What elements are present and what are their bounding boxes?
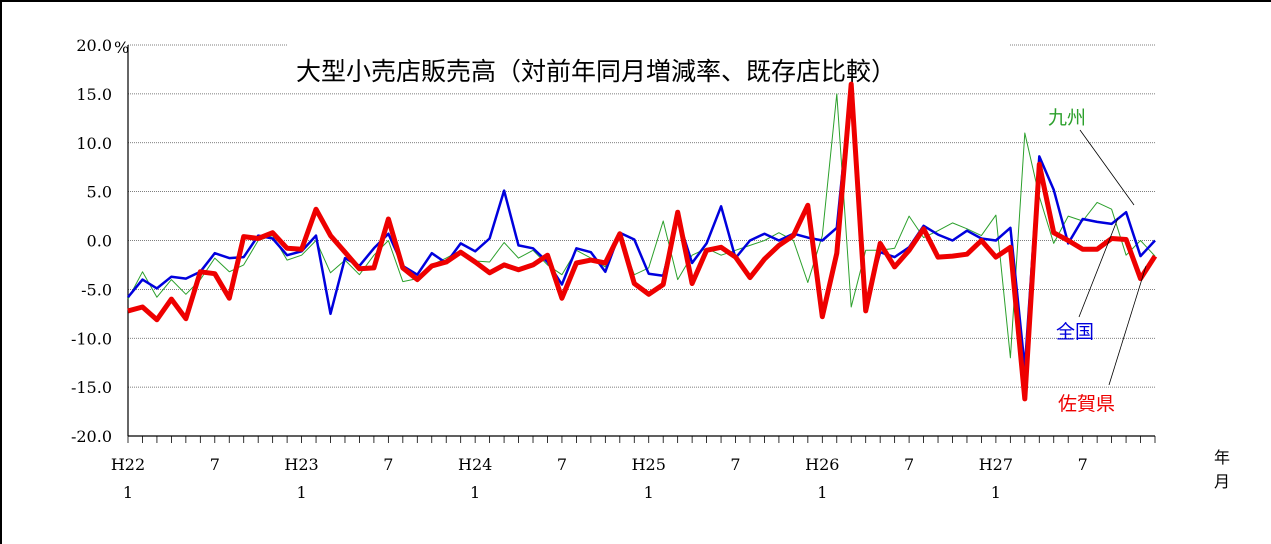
x-tick-sublabel: 1 [644, 483, 654, 502]
y-tick-label: -10.0 [71, 329, 112, 348]
x-tick-label: H27 [979, 455, 1013, 474]
y-tick-label: 20.0 [76, 36, 112, 55]
y-tick-label: 15.0 [76, 85, 112, 104]
x-tick-label: 7 [1078, 455, 1088, 474]
y-tick-label: -20.0 [71, 427, 112, 446]
x-tick-sublabel: 1 [991, 483, 1001, 502]
x-tick-label: H25 [632, 455, 666, 474]
chart-title: 大型小売店販売高（対前年同月増減率、既存店比較） [296, 57, 896, 86]
y-tick-label: 10.0 [76, 134, 112, 153]
x-tick-label: H22 [111, 455, 145, 474]
x-tick-label: 7 [730, 455, 740, 474]
x-tick-sublabel: 1 [817, 483, 827, 502]
y-tick-label: -5.0 [81, 280, 112, 299]
series-line [127, 81, 1158, 402]
label-leader-line [1079, 129, 1135, 206]
label-leader-line [1108, 265, 1147, 386]
series-label: 九州 [1048, 107, 1086, 129]
y-tick-label: 0.0 [87, 232, 112, 251]
x-tick-label: H23 [284, 455, 318, 474]
x-tick-sublabel: 1 [123, 483, 133, 502]
x-tick-label: H24 [458, 455, 492, 474]
x-tick-sublabel: 1 [470, 483, 480, 502]
series-label: 全国 [1056, 321, 1094, 343]
series-line [127, 93, 1156, 359]
x-tick-label: 7 [557, 455, 567, 474]
x-tick-label: H26 [805, 455, 839, 474]
label-leader-line [1078, 217, 1119, 318]
series-label: 佐賀県 [1058, 393, 1115, 415]
y-unit-label: % [114, 38, 129, 57]
x-tick-label: 7 [383, 455, 393, 474]
x-axis-year-label: 年 [1214, 448, 1230, 467]
x-tick-label: 7 [210, 455, 220, 474]
x-tick-sublabel: 1 [296, 483, 306, 502]
series-line [127, 82, 1156, 369]
y-tick-label: -15.0 [71, 378, 112, 397]
x-axis-month-label: 月 [1214, 472, 1230, 491]
x-tick-label: 7 [904, 455, 914, 474]
y-tick-label: 5.0 [87, 183, 112, 202]
